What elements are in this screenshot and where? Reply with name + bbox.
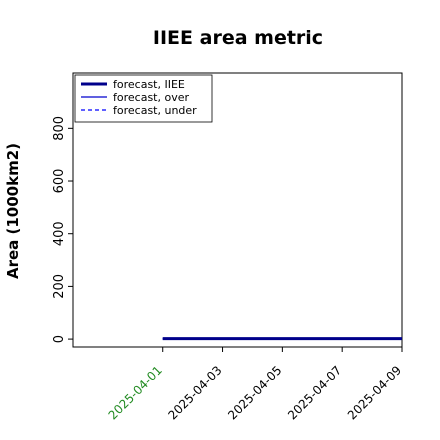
y-tick-label: 200	[52, 274, 67, 299]
chart-title: IIEE area metric	[153, 27, 323, 49]
y-tick-label: 800	[52, 116, 67, 141]
y-tick-label: 400	[52, 221, 67, 246]
legend-label: forecast, IIEE	[113, 78, 185, 91]
legend-label: forecast, over	[113, 91, 189, 104]
legend-label: forecast, under	[113, 104, 197, 117]
y-tick-label: 0	[52, 335, 67, 343]
y-tick-label: 600	[52, 169, 67, 194]
plot-frame	[72, 72, 403, 348]
y-axis-label: Area (1000km2)	[4, 143, 22, 279]
